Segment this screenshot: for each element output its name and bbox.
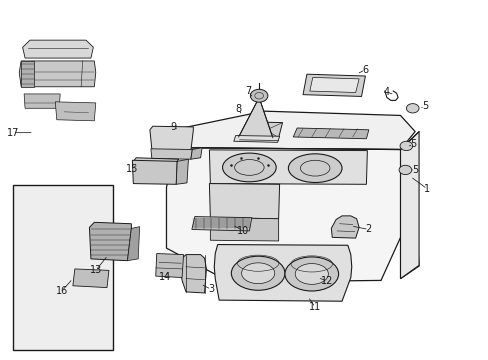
Polygon shape (249, 122, 282, 138)
Polygon shape (210, 218, 278, 241)
Polygon shape (132, 160, 177, 184)
Polygon shape (19, 61, 96, 87)
Text: 16: 16 (56, 286, 68, 296)
Text: 17: 17 (7, 128, 19, 138)
Circle shape (398, 165, 411, 175)
Polygon shape (127, 226, 140, 261)
Polygon shape (209, 150, 366, 184)
Text: 2: 2 (365, 225, 371, 234)
Text: 5: 5 (409, 139, 415, 149)
Polygon shape (151, 149, 192, 159)
Polygon shape (214, 244, 351, 301)
Circle shape (250, 89, 267, 102)
Circle shape (399, 141, 412, 150)
Text: 15: 15 (126, 163, 138, 174)
Polygon shape (89, 222, 131, 261)
Text: 11: 11 (308, 302, 321, 312)
Text: 13: 13 (89, 265, 102, 275)
Polygon shape (191, 217, 251, 231)
Polygon shape (293, 128, 368, 139)
Polygon shape (330, 216, 358, 238)
Polygon shape (173, 111, 414, 149)
Polygon shape (400, 149, 418, 279)
Text: 14: 14 (159, 272, 171, 282)
Text: 10: 10 (237, 226, 249, 236)
Ellipse shape (285, 257, 338, 291)
Polygon shape (55, 102, 96, 121)
Polygon shape (190, 148, 202, 159)
Ellipse shape (222, 153, 276, 182)
Polygon shape (166, 148, 400, 282)
Circle shape (406, 104, 418, 113)
Text: 7: 7 (245, 86, 251, 96)
Polygon shape (73, 269, 109, 288)
Polygon shape (309, 77, 358, 93)
Text: 4: 4 (383, 87, 389, 97)
Ellipse shape (241, 263, 274, 284)
Polygon shape (150, 126, 193, 150)
Polygon shape (233, 135, 279, 142)
Text: 12: 12 (321, 276, 333, 286)
Bar (13, 185, 113, 350)
Polygon shape (156, 253, 183, 278)
Ellipse shape (295, 264, 328, 284)
Text: 3: 3 (208, 284, 214, 294)
Polygon shape (133, 158, 178, 163)
Ellipse shape (288, 154, 341, 183)
Text: 5: 5 (421, 102, 427, 112)
Polygon shape (22, 40, 93, 58)
Polygon shape (209, 184, 279, 219)
Text: 1: 1 (424, 184, 429, 194)
Polygon shape (180, 255, 206, 293)
Text: 9: 9 (170, 122, 177, 132)
Polygon shape (238, 98, 272, 138)
Polygon shape (176, 159, 188, 184)
Polygon shape (400, 132, 418, 279)
Text: 6: 6 (362, 64, 368, 75)
Polygon shape (21, 61, 34, 87)
Polygon shape (303, 74, 365, 96)
Polygon shape (24, 94, 60, 108)
Text: 5: 5 (411, 165, 417, 175)
Text: 8: 8 (235, 104, 241, 114)
Ellipse shape (231, 256, 285, 290)
